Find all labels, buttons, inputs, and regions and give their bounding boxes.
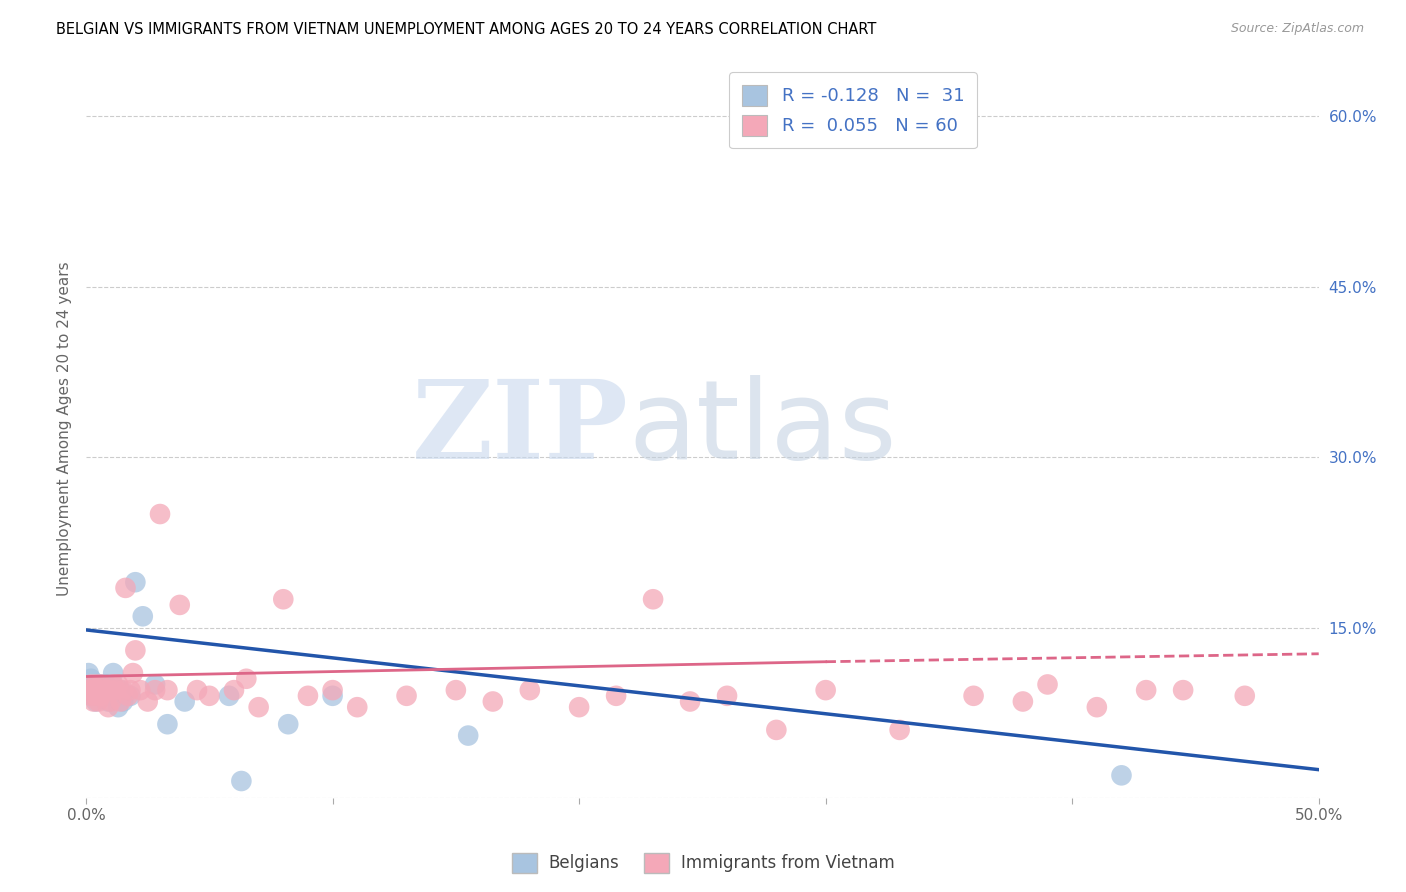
Point <box>346 700 368 714</box>
Point <box>103 666 125 681</box>
Point <box>77 683 100 698</box>
Point <box>1036 677 1059 691</box>
Point <box>136 694 159 708</box>
Point <box>124 575 146 590</box>
Point <box>247 700 270 714</box>
Point <box>90 689 112 703</box>
Point <box>218 689 240 703</box>
Point <box>235 672 257 686</box>
Point <box>97 694 120 708</box>
Point <box>271 592 294 607</box>
Point <box>107 700 129 714</box>
Point <box>100 683 122 698</box>
Point <box>173 694 195 708</box>
Point <box>91 683 114 698</box>
Point <box>519 683 541 698</box>
Point <box>198 689 221 703</box>
Point <box>1111 768 1133 782</box>
Point <box>482 694 505 708</box>
Point <box>643 592 665 607</box>
Point <box>1012 694 1035 708</box>
Legend: R = -0.128   N =  31, R =  0.055   N = 60: R = -0.128 N = 31, R = 0.055 N = 60 <box>730 72 977 148</box>
Point <box>1135 683 1157 698</box>
Point <box>962 689 984 703</box>
Point <box>117 689 139 703</box>
Point <box>84 677 107 691</box>
Point <box>80 672 103 686</box>
Point <box>395 689 418 703</box>
Point <box>679 694 702 708</box>
Point <box>122 666 145 681</box>
Point <box>568 700 591 714</box>
Point <box>231 774 253 789</box>
Point <box>277 717 299 731</box>
Point <box>87 694 110 708</box>
Point <box>889 723 911 737</box>
Point <box>1233 689 1256 703</box>
Point <box>107 677 129 691</box>
Point <box>124 643 146 657</box>
Point <box>84 689 107 703</box>
Point <box>114 581 136 595</box>
Point <box>297 689 319 703</box>
Point <box>97 700 120 714</box>
Y-axis label: Unemployment Among Ages 20 to 24 years: Unemployment Among Ages 20 to 24 years <box>58 261 72 596</box>
Point <box>132 609 155 624</box>
Point <box>112 683 135 698</box>
Point <box>149 507 172 521</box>
Legend: Belgians, Immigrants from Vietnam: Belgians, Immigrants from Vietnam <box>505 847 901 880</box>
Point <box>104 683 127 698</box>
Point <box>716 689 738 703</box>
Point <box>605 689 627 703</box>
Point <box>82 683 104 698</box>
Point <box>94 683 117 698</box>
Point <box>80 677 103 691</box>
Point <box>112 694 135 708</box>
Point <box>87 677 110 691</box>
Point <box>100 689 122 703</box>
Point <box>94 677 117 691</box>
Text: atlas: atlas <box>628 376 897 483</box>
Point <box>1085 700 1108 714</box>
Point <box>444 683 467 698</box>
Point <box>100 694 122 708</box>
Text: BELGIAN VS IMMIGRANTS FROM VIETNAM UNEMPLOYMENT AMONG AGES 20 TO 24 YEARS CORREL: BELGIAN VS IMMIGRANTS FROM VIETNAM UNEMP… <box>56 22 876 37</box>
Point <box>156 717 179 731</box>
Point <box>322 689 344 703</box>
Point <box>82 689 104 703</box>
Point <box>143 677 166 691</box>
Text: ZIP: ZIP <box>412 376 628 483</box>
Point <box>104 683 127 698</box>
Point <box>87 683 110 698</box>
Point <box>1171 683 1194 698</box>
Point <box>814 683 837 698</box>
Point <box>80 683 103 698</box>
Point <box>143 683 166 698</box>
Point <box>103 677 125 691</box>
Point <box>120 683 142 698</box>
Point <box>77 666 100 681</box>
Point <box>82 694 104 708</box>
Point <box>84 683 107 698</box>
Point <box>169 598 191 612</box>
Text: Source: ZipAtlas.com: Source: ZipAtlas.com <box>1230 22 1364 36</box>
Point <box>90 677 112 691</box>
Point <box>765 723 787 737</box>
Point <box>87 689 110 703</box>
Point <box>322 683 344 698</box>
Point <box>120 689 142 703</box>
Point <box>91 683 114 698</box>
Point <box>457 729 479 743</box>
Point <box>110 683 132 698</box>
Point <box>110 694 132 708</box>
Point <box>222 683 245 698</box>
Point <box>90 677 112 691</box>
Point <box>156 683 179 698</box>
Point <box>84 694 107 708</box>
Point <box>129 683 152 698</box>
Point <box>80 689 103 703</box>
Point <box>82 677 104 691</box>
Point <box>186 683 208 698</box>
